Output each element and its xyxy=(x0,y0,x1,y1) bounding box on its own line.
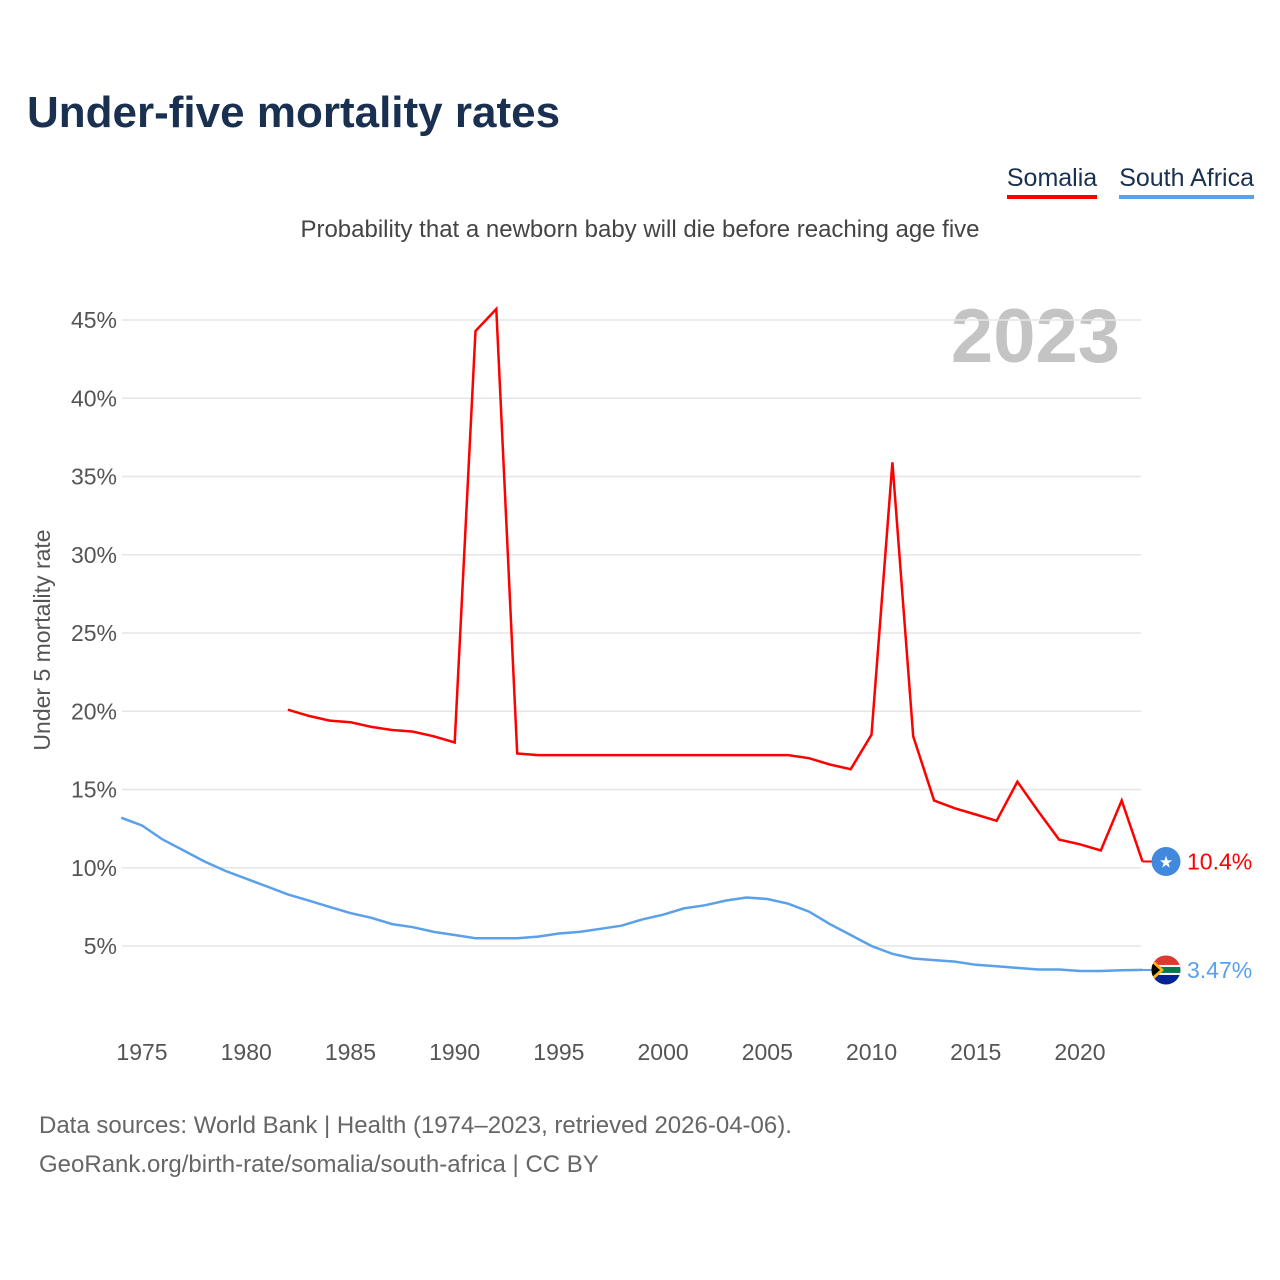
x-tick-label: 1990 xyxy=(429,1039,480,1065)
y-tick-label: 5% xyxy=(84,933,117,959)
y-tick-label: 45% xyxy=(71,307,117,333)
flag-shapes xyxy=(1151,955,1181,985)
x-tick-label: 2005 xyxy=(742,1039,793,1065)
footer-sources: Data sources: World Bank | Health (1974–… xyxy=(39,1112,792,1139)
chart-subtitle: Probability that a newborn baby will die… xyxy=(300,216,980,243)
x-tick-label: 1995 xyxy=(533,1039,584,1065)
x-tick-label: 2010 xyxy=(846,1039,897,1065)
legend-south-africa[interactable]: South Africa xyxy=(1119,164,1254,199)
y-tick-label: 40% xyxy=(71,385,117,411)
x-tick-label: 1980 xyxy=(221,1039,272,1065)
x-tick-label: 2000 xyxy=(638,1039,689,1065)
y-tick-label: 25% xyxy=(71,620,117,646)
footer-link[interactable]: GeoRank.org/birth-rate/somalia/south-afr… xyxy=(39,1151,599,1178)
flag-green xyxy=(1151,966,1181,973)
year-watermark: 2023 xyxy=(951,294,1120,379)
south-africa-flag-icon xyxy=(1151,955,1181,985)
x-tick-label: 1985 xyxy=(325,1039,376,1065)
y-tick-label: 35% xyxy=(71,464,117,490)
legend-somalia[interactable]: Somalia xyxy=(1006,164,1098,199)
somalia-flag-icon xyxy=(1151,846,1181,876)
x-tick-label: 1975 xyxy=(116,1039,167,1065)
y-axis-label: Under 5 mortality rate xyxy=(29,529,55,750)
y-tick-label: 30% xyxy=(71,542,117,568)
x-tick-label: 2015 xyxy=(950,1039,1001,1065)
series-line-somalia xyxy=(287,306,1144,862)
y-tick-label: 20% xyxy=(71,698,117,724)
end-value-label: 3.47% xyxy=(1187,957,1252,983)
star-icon: ★ xyxy=(1159,852,1173,871)
series-line-south-africa xyxy=(120,816,1143,973)
y-tick-label: 15% xyxy=(71,777,117,803)
flag-black xyxy=(1151,961,1160,978)
y-tick-label: 10% xyxy=(71,855,117,881)
legend: Somalia South Africa xyxy=(1006,164,1254,199)
chart-title: Under-five mortality rates xyxy=(27,88,561,137)
footer: Data sources: World Bank | Health (1974–… xyxy=(39,1106,792,1184)
end-value-label: 10.4% xyxy=(1187,848,1252,874)
x-tick-label: 2020 xyxy=(1054,1039,1105,1065)
